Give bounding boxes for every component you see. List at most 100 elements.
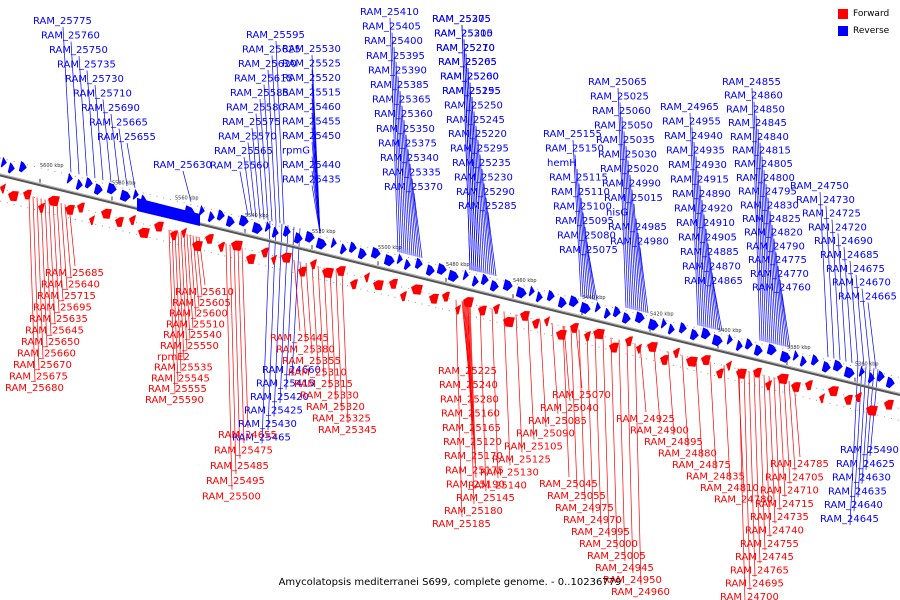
reverse-gene[interactable] xyxy=(779,350,792,364)
reverse-gene-label[interactable]: RAM_25210 xyxy=(436,43,495,54)
reverse-gene-label[interactable]: RAM_25060 xyxy=(592,106,651,117)
reverse-gene-label[interactable]: RAM_25075 xyxy=(559,245,618,256)
reverse-gene-label[interactable]: RAM_25575 xyxy=(222,117,281,128)
forward-gene-label[interactable]: RAM_25485 xyxy=(210,461,269,472)
forward-gene-label[interactable]: RAM_25130 xyxy=(480,467,539,478)
reverse-gene-label[interactable]: RAM_25300 xyxy=(434,28,493,39)
forward-gene-label[interactable]: RAM_25320 xyxy=(306,402,365,413)
reverse-gene[interactable] xyxy=(515,286,528,299)
reverse-gene[interactable] xyxy=(66,172,75,185)
reverse-gene-label[interactable]: RAM_24760 xyxy=(752,283,811,294)
forward-gene-label[interactable]: RAM_25380 xyxy=(276,345,335,356)
reverse-gene-label[interactable]: RAM_25410 xyxy=(360,7,419,18)
reverse-gene-label[interactable]: RAM_25235 xyxy=(452,158,511,169)
reverse-gene-label[interactable]: RAM_24930 xyxy=(668,160,727,171)
reverse-gene-label[interactable]: RAM_25370 xyxy=(384,182,443,193)
reverse-gene-large[interactable] xyxy=(137,198,200,226)
reverse-gene[interactable] xyxy=(425,264,436,277)
forward-gene-label[interactable]: RAM_25055 xyxy=(547,491,606,502)
forward-gene-label[interactable]: RAM_25070 xyxy=(552,390,611,401)
reverse-gene-label[interactable]: RAM_24985 xyxy=(608,222,667,233)
reverse-gene[interactable] xyxy=(75,178,84,191)
reverse-gene-label[interactable]: RAM_24670 xyxy=(832,278,891,289)
reverse-gene-label[interactable]: RAM_25425 xyxy=(244,406,303,417)
forward-gene[interactable] xyxy=(827,384,839,397)
reverse-gene-label[interactable]: RAM_25360 xyxy=(374,109,433,120)
forward-gene-label[interactable]: RAM_25180 xyxy=(444,506,503,517)
reverse-gene[interactable] xyxy=(744,338,754,350)
forward-gene[interactable] xyxy=(88,214,96,226)
reverse-gene[interactable] xyxy=(304,230,316,244)
forward-gene-label[interactable]: RAM_25280 xyxy=(440,394,499,405)
reverse-gene-label[interactable]: RAM_24625 xyxy=(836,459,895,470)
reverse-gene[interactable] xyxy=(414,257,424,270)
reverse-gene[interactable] xyxy=(348,241,358,254)
forward-gene-label[interactable]: RAM_25045 xyxy=(539,479,598,490)
forward-gene-label[interactable]: RAM_24835 xyxy=(686,472,745,483)
reverse-gene-label[interactable]: RAM_24890 xyxy=(672,189,731,200)
forward-gene[interactable] xyxy=(114,215,124,228)
forward-gene-label[interactable]: RAM_25640 xyxy=(41,280,100,291)
reverse-gene-label[interactable]: RAM_25440 xyxy=(282,160,341,171)
reverse-gene-label[interactable]: RAM_25625 xyxy=(242,45,301,56)
forward-gene[interactable] xyxy=(297,265,307,278)
forward-gene-label[interactable]: RAM_25240 xyxy=(439,380,498,391)
reverse-gene-label[interactable]: RAM_24820 xyxy=(744,228,803,239)
reverse-gene-label[interactable]: RAM_24920 xyxy=(674,204,733,215)
forward-gene-label[interactable]: RAM_25600 xyxy=(169,309,228,320)
forward-gene-label[interactable]: RAM_25650 xyxy=(21,337,80,348)
reverse-gene[interactable] xyxy=(885,376,896,390)
reverse-gene-label[interactable]: RAM_25365 xyxy=(372,95,431,106)
forward-gene-label[interactable]: RAM_25475 xyxy=(214,445,273,456)
forward-gene[interactable] xyxy=(349,278,359,290)
forward-gene-label[interactable]: RAM_24755 xyxy=(740,539,799,550)
forward-gene-label[interactable]: RAM_24715 xyxy=(755,499,814,510)
reverse-gene[interactable] xyxy=(792,349,801,362)
forward-gene-label[interactable]: RAM_25190 xyxy=(446,480,505,491)
forward-gene-label[interactable]: RAM_24970 xyxy=(563,515,622,526)
reverse-gene-label[interactable]: RAM_25405 xyxy=(362,22,421,33)
reverse-gene-label[interactable]: RAM_25620 xyxy=(238,59,297,70)
reverse-gene[interactable] xyxy=(528,285,537,297)
forward-gene[interactable] xyxy=(270,253,278,265)
forward-gene[interactable] xyxy=(555,328,567,341)
reverse-gene[interactable] xyxy=(357,247,368,261)
reverse-gene[interactable] xyxy=(282,225,292,237)
forward-gene-label[interactable]: RAM_24945 xyxy=(595,563,654,574)
forward-gene[interactable] xyxy=(410,282,423,295)
reverse-gene-label[interactable]: RAM_25285 xyxy=(458,201,517,212)
reverse-gene[interactable] xyxy=(436,263,448,276)
reverse-gene[interactable] xyxy=(821,360,832,374)
forward-gene[interactable] xyxy=(441,290,451,302)
forward-gene[interactable] xyxy=(7,189,19,202)
reverse-gene-label[interactable]: RAM_24800 xyxy=(736,173,795,184)
reverse-gene-label[interactable]: RAM_24940 xyxy=(664,131,723,142)
forward-gene[interactable] xyxy=(583,330,592,342)
forward-gene-label[interactable]: RAM_25355 xyxy=(282,356,341,367)
forward-gene[interactable] xyxy=(230,239,243,252)
reverse-gene[interactable] xyxy=(315,237,328,250)
reverse-gene-label[interactable]: RAM_24775 xyxy=(748,255,807,266)
forward-gene-label[interactable]: RAM_25040 xyxy=(540,403,599,414)
forward-gene-label[interactable]: RAM_24695 xyxy=(725,579,784,590)
reverse-gene-label[interactable]: RAM_25465 xyxy=(232,433,291,444)
reverse-gene[interactable] xyxy=(700,327,712,340)
reverse-gene-label[interactable]: RAM_24865 xyxy=(684,276,743,287)
reverse-gene[interactable] xyxy=(858,365,867,378)
forward-gene[interactable] xyxy=(191,239,203,252)
reverse-gene-label[interactable]: RAM_24660 xyxy=(262,365,321,376)
forward-gene-label[interactable]: RAM_25535 xyxy=(154,363,213,374)
reverse-gene-label[interactable]: RAM_25290 xyxy=(456,187,515,198)
reverse-gene-label[interactable]: RAM_25305 xyxy=(432,14,491,25)
reverse-gene[interactable] xyxy=(711,334,724,347)
reverse-gene[interactable] xyxy=(612,305,622,318)
reverse-gene-label[interactable]: RAM_25350 xyxy=(376,124,435,135)
forward-gene-label[interactable]: RAM_25125 xyxy=(492,455,551,466)
forward-gene[interactable] xyxy=(624,335,634,347)
reverse-gene-label[interactable]: RAM_25615 xyxy=(234,74,293,85)
reverse-gene[interactable] xyxy=(799,355,808,368)
forward-gene[interactable] xyxy=(752,366,762,379)
forward-gene[interactable] xyxy=(776,372,789,385)
reverse-gene-label[interactable]: RAM_25015 xyxy=(604,193,663,204)
forward-gene-label[interactable]: RAM_25590 xyxy=(145,395,204,406)
